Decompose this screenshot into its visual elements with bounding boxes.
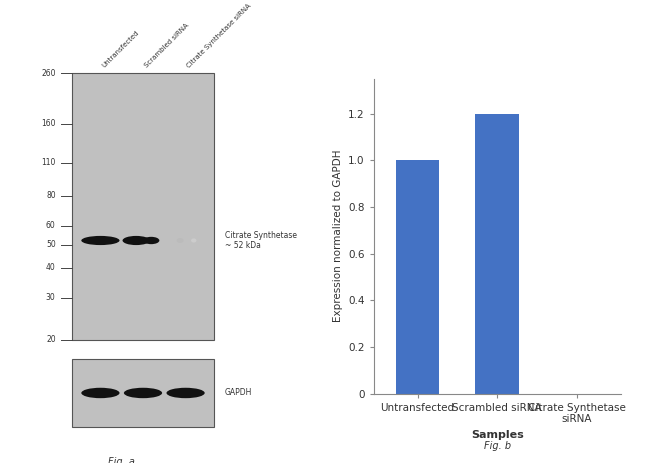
Text: 110: 110: [41, 158, 56, 167]
Bar: [72, 358, 214, 427]
Ellipse shape: [166, 388, 205, 398]
Text: Fig. b: Fig. b: [484, 441, 511, 451]
Text: GAPDH: GAPDH: [225, 388, 252, 397]
Bar: [475, 114, 519, 394]
Ellipse shape: [81, 388, 120, 398]
Text: Untransfected: Untransfected: [100, 30, 140, 69]
Ellipse shape: [191, 238, 196, 243]
Text: 160: 160: [41, 119, 56, 128]
X-axis label: Samples: Samples: [471, 430, 524, 440]
Text: 20: 20: [46, 335, 56, 344]
Text: Citrate Synthetase siRNA: Citrate Synthetase siRNA: [186, 3, 252, 69]
Text: Citrate Synthetase
~ 52 kDa: Citrate Synthetase ~ 52 kDa: [225, 231, 297, 250]
Text: 80: 80: [46, 191, 56, 200]
Ellipse shape: [124, 388, 162, 398]
Text: Scrambled siRNA: Scrambled siRNA: [143, 23, 190, 69]
Y-axis label: Expression normalized to GAPDH: Expression normalized to GAPDH: [333, 150, 343, 322]
Ellipse shape: [81, 236, 120, 245]
Ellipse shape: [143, 237, 159, 244]
Text: 60: 60: [46, 221, 56, 230]
Text: 50: 50: [46, 240, 56, 249]
Text: 260: 260: [41, 69, 56, 78]
Ellipse shape: [177, 238, 183, 243]
Ellipse shape: [122, 236, 150, 245]
Bar: [396, 160, 439, 394]
Text: 30: 30: [46, 293, 56, 302]
Text: Fig. a: Fig. a: [108, 457, 135, 463]
Text: 40: 40: [46, 263, 56, 272]
Bar: [72, 73, 214, 340]
